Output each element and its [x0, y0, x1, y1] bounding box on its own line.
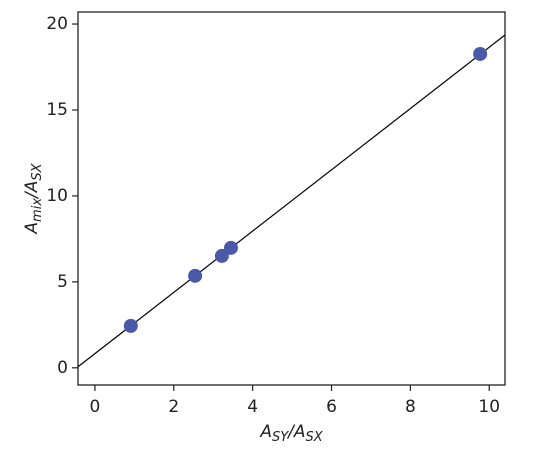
data-point — [123, 318, 138, 333]
y-tick-label: 0 — [57, 358, 68, 378]
x-tick-label: 10 — [478, 397, 500, 417]
x-tick-label: 6 — [326, 397, 337, 417]
data-point — [223, 240, 238, 255]
x-tick-label: 2 — [168, 397, 179, 417]
label-part: mix — [30, 198, 45, 222]
fit-line — [78, 34, 505, 368]
label-part: A — [22, 222, 42, 235]
label-part: SY — [272, 430, 289, 445]
plot-frame — [77, 11, 506, 386]
label-part: A — [259, 422, 272, 442]
y-tick-label: 10 — [46, 186, 68, 206]
y-tick-label: 15 — [46, 100, 68, 120]
x-axis-label: ASY/ASX — [259, 422, 323, 445]
y-tick-label: 5 — [57, 272, 68, 292]
label-part: SX — [30, 162, 45, 180]
data-point — [473, 46, 488, 61]
label-part: SX — [306, 430, 324, 445]
x-tick-label: 8 — [405, 397, 416, 417]
data-point — [188, 268, 203, 283]
data-point — [214, 248, 229, 263]
label-part: /A — [22, 181, 42, 200]
label-part: /A — [286, 422, 305, 442]
x-tick-label: 4 — [247, 397, 258, 417]
y-tick-label: 20 — [46, 14, 68, 34]
y-axis-label: Amix/ASX — [22, 162, 45, 234]
x-tick-label: 0 — [90, 397, 101, 417]
